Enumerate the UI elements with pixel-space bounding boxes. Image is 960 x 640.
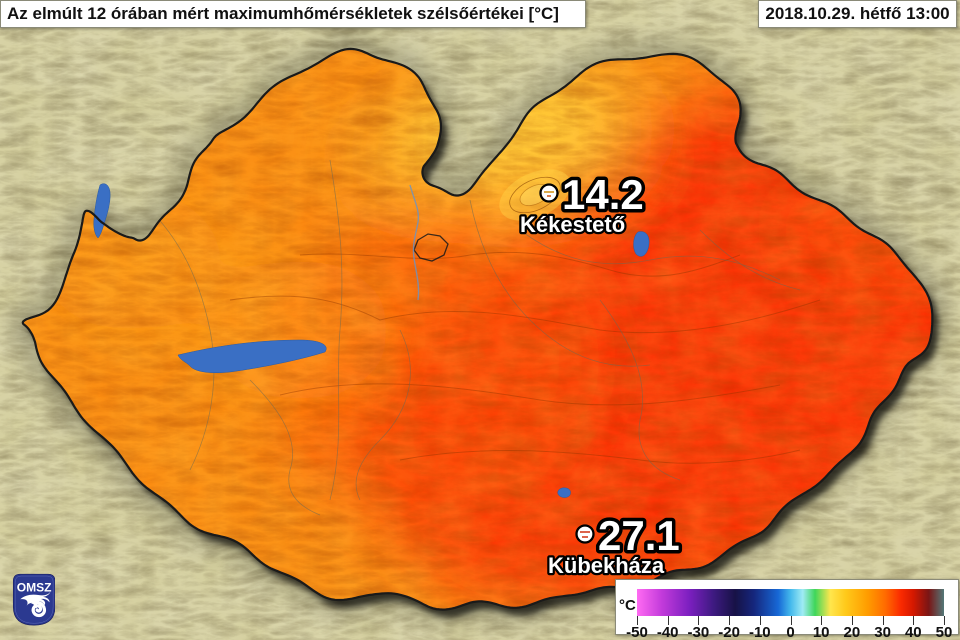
svg-text:14.2: 14.2 <box>562 171 644 218</box>
svg-text:Kékestető: Kékestető <box>520 212 625 237</box>
svg-text:OMSZ: OMSZ <box>17 581 52 595</box>
svg-text:Kübekháza: Kübekháza <box>548 553 665 578</box>
svg-text:27.1: 27.1 <box>598 512 680 559</box>
